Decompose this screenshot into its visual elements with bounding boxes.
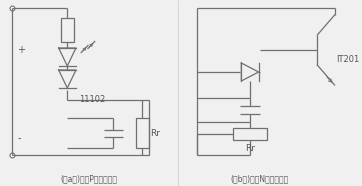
Bar	[233, 128, 267, 140]
Text: (｡b｡)采用N型热晶闸管: (｡b｡)采用N型热晶闸管	[231, 174, 289, 183]
Text: +: +	[17, 45, 25, 55]
Text: 11102: 11102	[79, 95, 105, 104]
Text: IT201: IT201	[337, 55, 360, 64]
Bar	[135, 118, 149, 148]
Text: Rr: Rr	[150, 129, 160, 137]
Text: -: -	[17, 133, 21, 143]
Text: Rr: Rr	[245, 144, 255, 153]
Text: (｡a｡)采用P型热晶闸管: (｡a｡)采用P型热晶闸管	[60, 174, 117, 183]
Bar	[61, 18, 73, 42]
